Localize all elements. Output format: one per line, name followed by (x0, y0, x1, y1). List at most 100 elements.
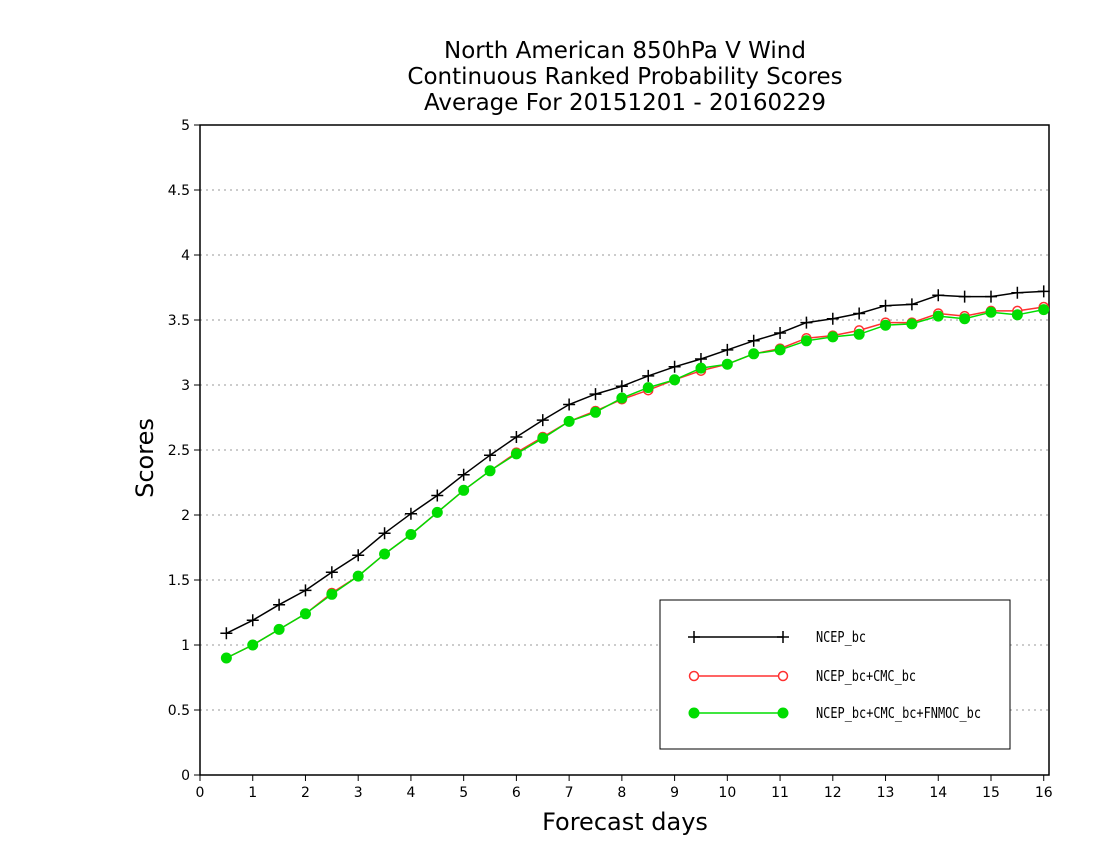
data-point (1037, 285, 1050, 298)
data-point (484, 449, 497, 462)
data-point (220, 627, 233, 640)
legend-label: NCEP_bc+CMC_bc+FNMOC_bc (816, 704, 981, 722)
y-tick-label: 3 (181, 378, 190, 394)
data-point (563, 398, 576, 411)
data-point (695, 362, 707, 374)
legend-label: NCEP_bc+CMC_bc (816, 667, 916, 685)
data-point (1011, 309, 1023, 321)
x-axis: 0 1 2 3 4 5 6 7 8 9 10 11 12 13 14 15 16 (196, 775, 1053, 801)
x-tick-label: 13 (877, 785, 895, 801)
title-line-1: North American 850hPa V Wind (444, 38, 806, 64)
data-point (457, 468, 470, 481)
x-tick-label: 15 (982, 785, 1000, 801)
legend-label: NCEP_bc (816, 628, 866, 646)
x-tick-label: 8 (617, 785, 626, 801)
legend-marker (777, 631, 789, 643)
data-point (905, 298, 918, 311)
y-tick-label: 2.5 (168, 443, 190, 459)
data-point (906, 318, 918, 330)
data-point (484, 465, 496, 477)
y-tick-label: 5 (181, 118, 190, 134)
data-point (1038, 304, 1050, 316)
data-point (774, 327, 787, 339)
data-point (668, 360, 681, 373)
data-point (563, 415, 575, 427)
data-point (589, 388, 602, 401)
legend-item-1: NCEP_bc (688, 628, 866, 646)
data-point (800, 316, 813, 329)
data-point (800, 335, 812, 347)
y-axis-label: Scores (131, 418, 159, 498)
legend-marker (777, 670, 789, 682)
data-point (378, 527, 391, 540)
x-tick-label: 6 (512, 785, 521, 801)
data-point (536, 414, 549, 427)
legend-item-3: NCEP_bc+CMC_bc+FNMOC_bc (688, 704, 981, 722)
data-point (984, 290, 997, 303)
x-tick-label: 7 (565, 785, 574, 801)
data-point (273, 598, 286, 611)
legend-marker (777, 707, 789, 719)
x-tick-label: 9 (670, 785, 679, 801)
data-point (616, 392, 628, 404)
series-3 (220, 304, 1050, 664)
legend-item-2: NCEP_bc+CMC_bc (688, 667, 916, 685)
x-tick-label: 16 (1035, 785, 1053, 801)
x-tick-label: 12 (824, 785, 842, 801)
data-point (352, 549, 365, 562)
data-point (748, 348, 760, 360)
y-tick-label: 4.5 (168, 183, 190, 199)
title-line-2: Continuous Ranked Probability Scores (407, 64, 843, 90)
y-axis: 0 0.5 1 1.5 2 2.5 3 3.5 4 4.5 5 (168, 118, 200, 784)
data-point (510, 448, 522, 460)
y-tick-label: 0.5 (168, 703, 190, 719)
x-tick-label: 3 (354, 785, 363, 801)
data-point (326, 588, 338, 600)
legend-box (659, 599, 1011, 750)
data-point (589, 406, 601, 418)
data-point (985, 306, 997, 318)
legend: NCEP_bc NCEP_bc+CMC_bc NCEP_bc+CMC_bc+FNMO… (659, 599, 1011, 750)
y-tick-label: 3.5 (168, 313, 190, 329)
x-tick-label: 1 (248, 785, 257, 801)
x-tick-label: 14 (929, 785, 947, 801)
data-point (379, 548, 391, 560)
data-point (615, 380, 628, 393)
data-point (431, 506, 443, 518)
data-point (932, 289, 945, 302)
data-point (826, 312, 839, 325)
y-tick-label: 1 (181, 638, 190, 654)
data-point (642, 382, 654, 394)
series-layer (220, 285, 1050, 664)
legend-marker (688, 670, 700, 682)
data-point (959, 313, 971, 325)
data-point (880, 319, 892, 331)
data-point (431, 489, 444, 502)
data-point (958, 290, 971, 303)
y-tick-label: 0 (181, 768, 190, 784)
legend-marker (688, 707, 700, 719)
data-point (932, 310, 944, 322)
data-point (669, 374, 681, 386)
series-1 (220, 285, 1050, 640)
legend-marker (688, 631, 700, 643)
x-tick-label: 11 (771, 785, 789, 801)
data-point (1011, 286, 1024, 299)
data-point (247, 639, 259, 651)
data-point (721, 358, 733, 370)
data-point (299, 608, 311, 620)
data-point (853, 328, 865, 340)
data-point (879, 299, 892, 312)
data-point (747, 334, 760, 347)
data-point (642, 369, 655, 382)
data-point (325, 566, 338, 579)
y-tick-label: 1.5 (168, 573, 190, 589)
x-tick-label: 5 (459, 785, 468, 801)
data-point (537, 432, 549, 444)
data-point (458, 484, 470, 496)
data-point (246, 614, 259, 627)
x-tick-label: 4 (406, 785, 415, 801)
x-axis-label: Forecast days (542, 808, 708, 836)
x-tick-label: 2 (301, 785, 310, 801)
